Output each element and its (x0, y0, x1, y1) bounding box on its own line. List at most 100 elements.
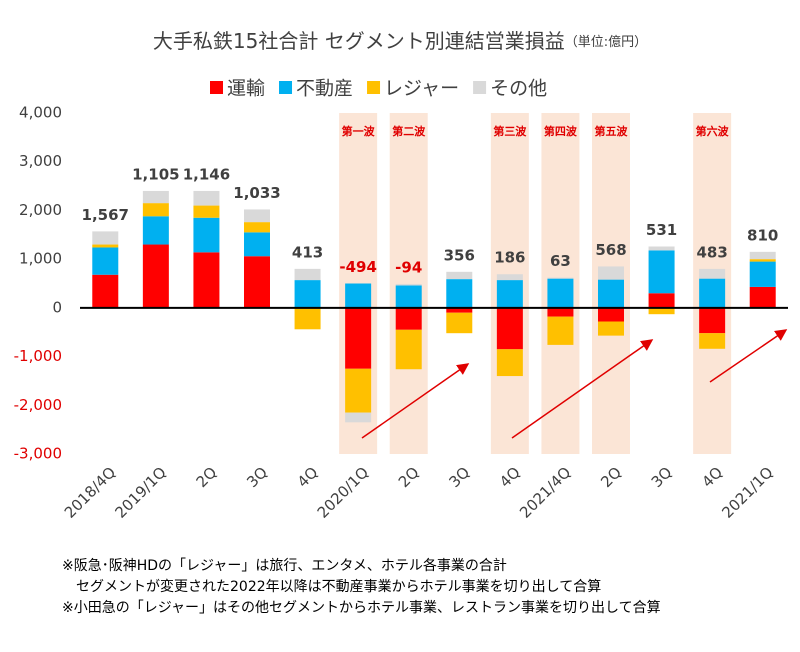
bar-segment (648, 293, 675, 308)
wave-band (389, 113, 428, 454)
trend-arrow (709, 329, 788, 383)
bar-segment (496, 274, 523, 281)
bar-segment (294, 307, 321, 330)
legend-swatch (210, 81, 223, 94)
bar-segment (345, 368, 372, 413)
bar-segment (92, 231, 119, 245)
y-tick-label: -2,000 (14, 396, 62, 414)
bar-segment (598, 279, 624, 308)
wave-label: 第六波 (696, 124, 730, 138)
legend-swatch (279, 81, 293, 94)
total-label: 531 (646, 221, 677, 239)
bar-segment (244, 209, 270, 223)
bar-segment (446, 312, 473, 334)
bar-segment (345, 412, 372, 423)
bar-segment (648, 250, 675, 294)
bar-segment (395, 285, 422, 308)
y-tick-label: 1,000 (19, 250, 62, 268)
bar-segment (142, 216, 169, 245)
total-label: 1,105 (132, 165, 179, 183)
bar-segment (193, 190, 220, 206)
bar-segment (193, 217, 220, 253)
wave-label: 第一波 (342, 124, 376, 138)
x-tick-label: 2Q (395, 463, 423, 491)
y-tick-label: 3,000 (19, 152, 62, 170)
x-tick-label: 2018/4Q (61, 463, 119, 521)
bar-segment (648, 246, 675, 251)
bar-segment (142, 244, 169, 308)
bar-segment (699, 278, 726, 308)
legend: 運輸 不動産 レジャー その他 (210, 78, 547, 100)
x-tick-label: 3Q (243, 463, 271, 491)
x-tick-label: 2021/4Q (516, 463, 574, 521)
y-tick-label: -3,000 (14, 445, 62, 463)
bar-segment (446, 307, 473, 313)
legend-label: レジャー (384, 78, 459, 100)
total-label: 1,567 (82, 206, 129, 224)
bar-segment (92, 274, 119, 308)
bar-segment (598, 307, 624, 322)
notes: ※阪急･阪神HDの「レジャー」は旅行、エンタメ、ホテル各事業の合計 セグメントが… (62, 558, 661, 616)
total-label: 1,146 (183, 165, 230, 183)
bar-segment (496, 349, 523, 377)
x-tick-label: 4Q (294, 463, 322, 491)
y-tick-label: -1,000 (14, 347, 62, 365)
wave-label: 第四波 (544, 124, 578, 138)
total-label: 356 (444, 246, 475, 264)
bar-segment (345, 307, 372, 369)
x-tick-label: 2Q (193, 463, 221, 491)
subtitle: （単位:億円） (565, 34, 647, 50)
bar-segment (294, 268, 321, 281)
bar-segment (294, 280, 321, 308)
legend-swatch (473, 81, 487, 94)
bar-segment (496, 280, 523, 308)
wave-label: 第二波 (392, 124, 426, 138)
x-tick-label: 2019/1Q (111, 463, 169, 521)
total-label: 810 (747, 226, 778, 244)
footnote: ※小田急の「レジャー」はその他セグメントからホテル事業、レストラン事業を切り出し… (62, 600, 661, 616)
legend-swatch (367, 81, 381, 94)
bar-segment (699, 268, 726, 279)
bar-segment (598, 266, 624, 280)
bar-segment (547, 278, 574, 308)
bar-segment (395, 329, 422, 370)
bar-segment (92, 247, 119, 275)
bar-segment (142, 203, 169, 217)
bar-segment (395, 307, 422, 330)
bar-segment (496, 307, 523, 350)
legend-label: 運輸 (227, 78, 265, 100)
x-tick-label: 4Q (698, 463, 726, 491)
bar-segment (92, 244, 119, 248)
bar-segment (749, 261, 776, 287)
bar-segment (648, 307, 675, 315)
y-tick-label: 4,000 (19, 104, 62, 122)
y-tick-label: 0 (52, 298, 62, 316)
total-label: 186 (494, 249, 525, 267)
bar-segment (345, 283, 372, 308)
trend-arrow (511, 339, 654, 439)
x-tick-label: 3Q (648, 463, 676, 491)
bar-segment (749, 251, 776, 260)
total-label: 413 (292, 243, 323, 261)
chart-title: 大手私鉄15社合計 セグメント別連結営業損益（単位:億円） (153, 29, 647, 53)
x-tick-label: 3Q (445, 463, 473, 491)
total-label: 63 (550, 252, 571, 270)
footnote: セグメントが変更された2022年以降は不動産事業からホテル事業を切り出して合算 (62, 578, 601, 595)
wave-label: 第三波 (493, 124, 527, 138)
y-tick-label: 2,000 (19, 201, 62, 219)
trend-arrow (361, 363, 470, 439)
x-tick-label: 4Q (496, 463, 524, 491)
bar-segment (142, 190, 169, 204)
footnote: ※阪急･阪神HDの「レジャー」は旅行、エンタメ、ホテル各事業の合計 (62, 558, 507, 574)
bar-segment (446, 271, 473, 280)
bar-segment (598, 321, 624, 336)
bar-segment (193, 205, 220, 218)
x-tick-label: 2020/1Q (314, 463, 372, 521)
legend-label: 不動産 (296, 78, 353, 100)
bar-segment (395, 283, 422, 286)
x-tick-label: 2Q (597, 463, 625, 491)
bar-segment (547, 307, 574, 317)
legend-label: その他 (490, 78, 547, 100)
total-label: -94 (395, 258, 422, 276)
